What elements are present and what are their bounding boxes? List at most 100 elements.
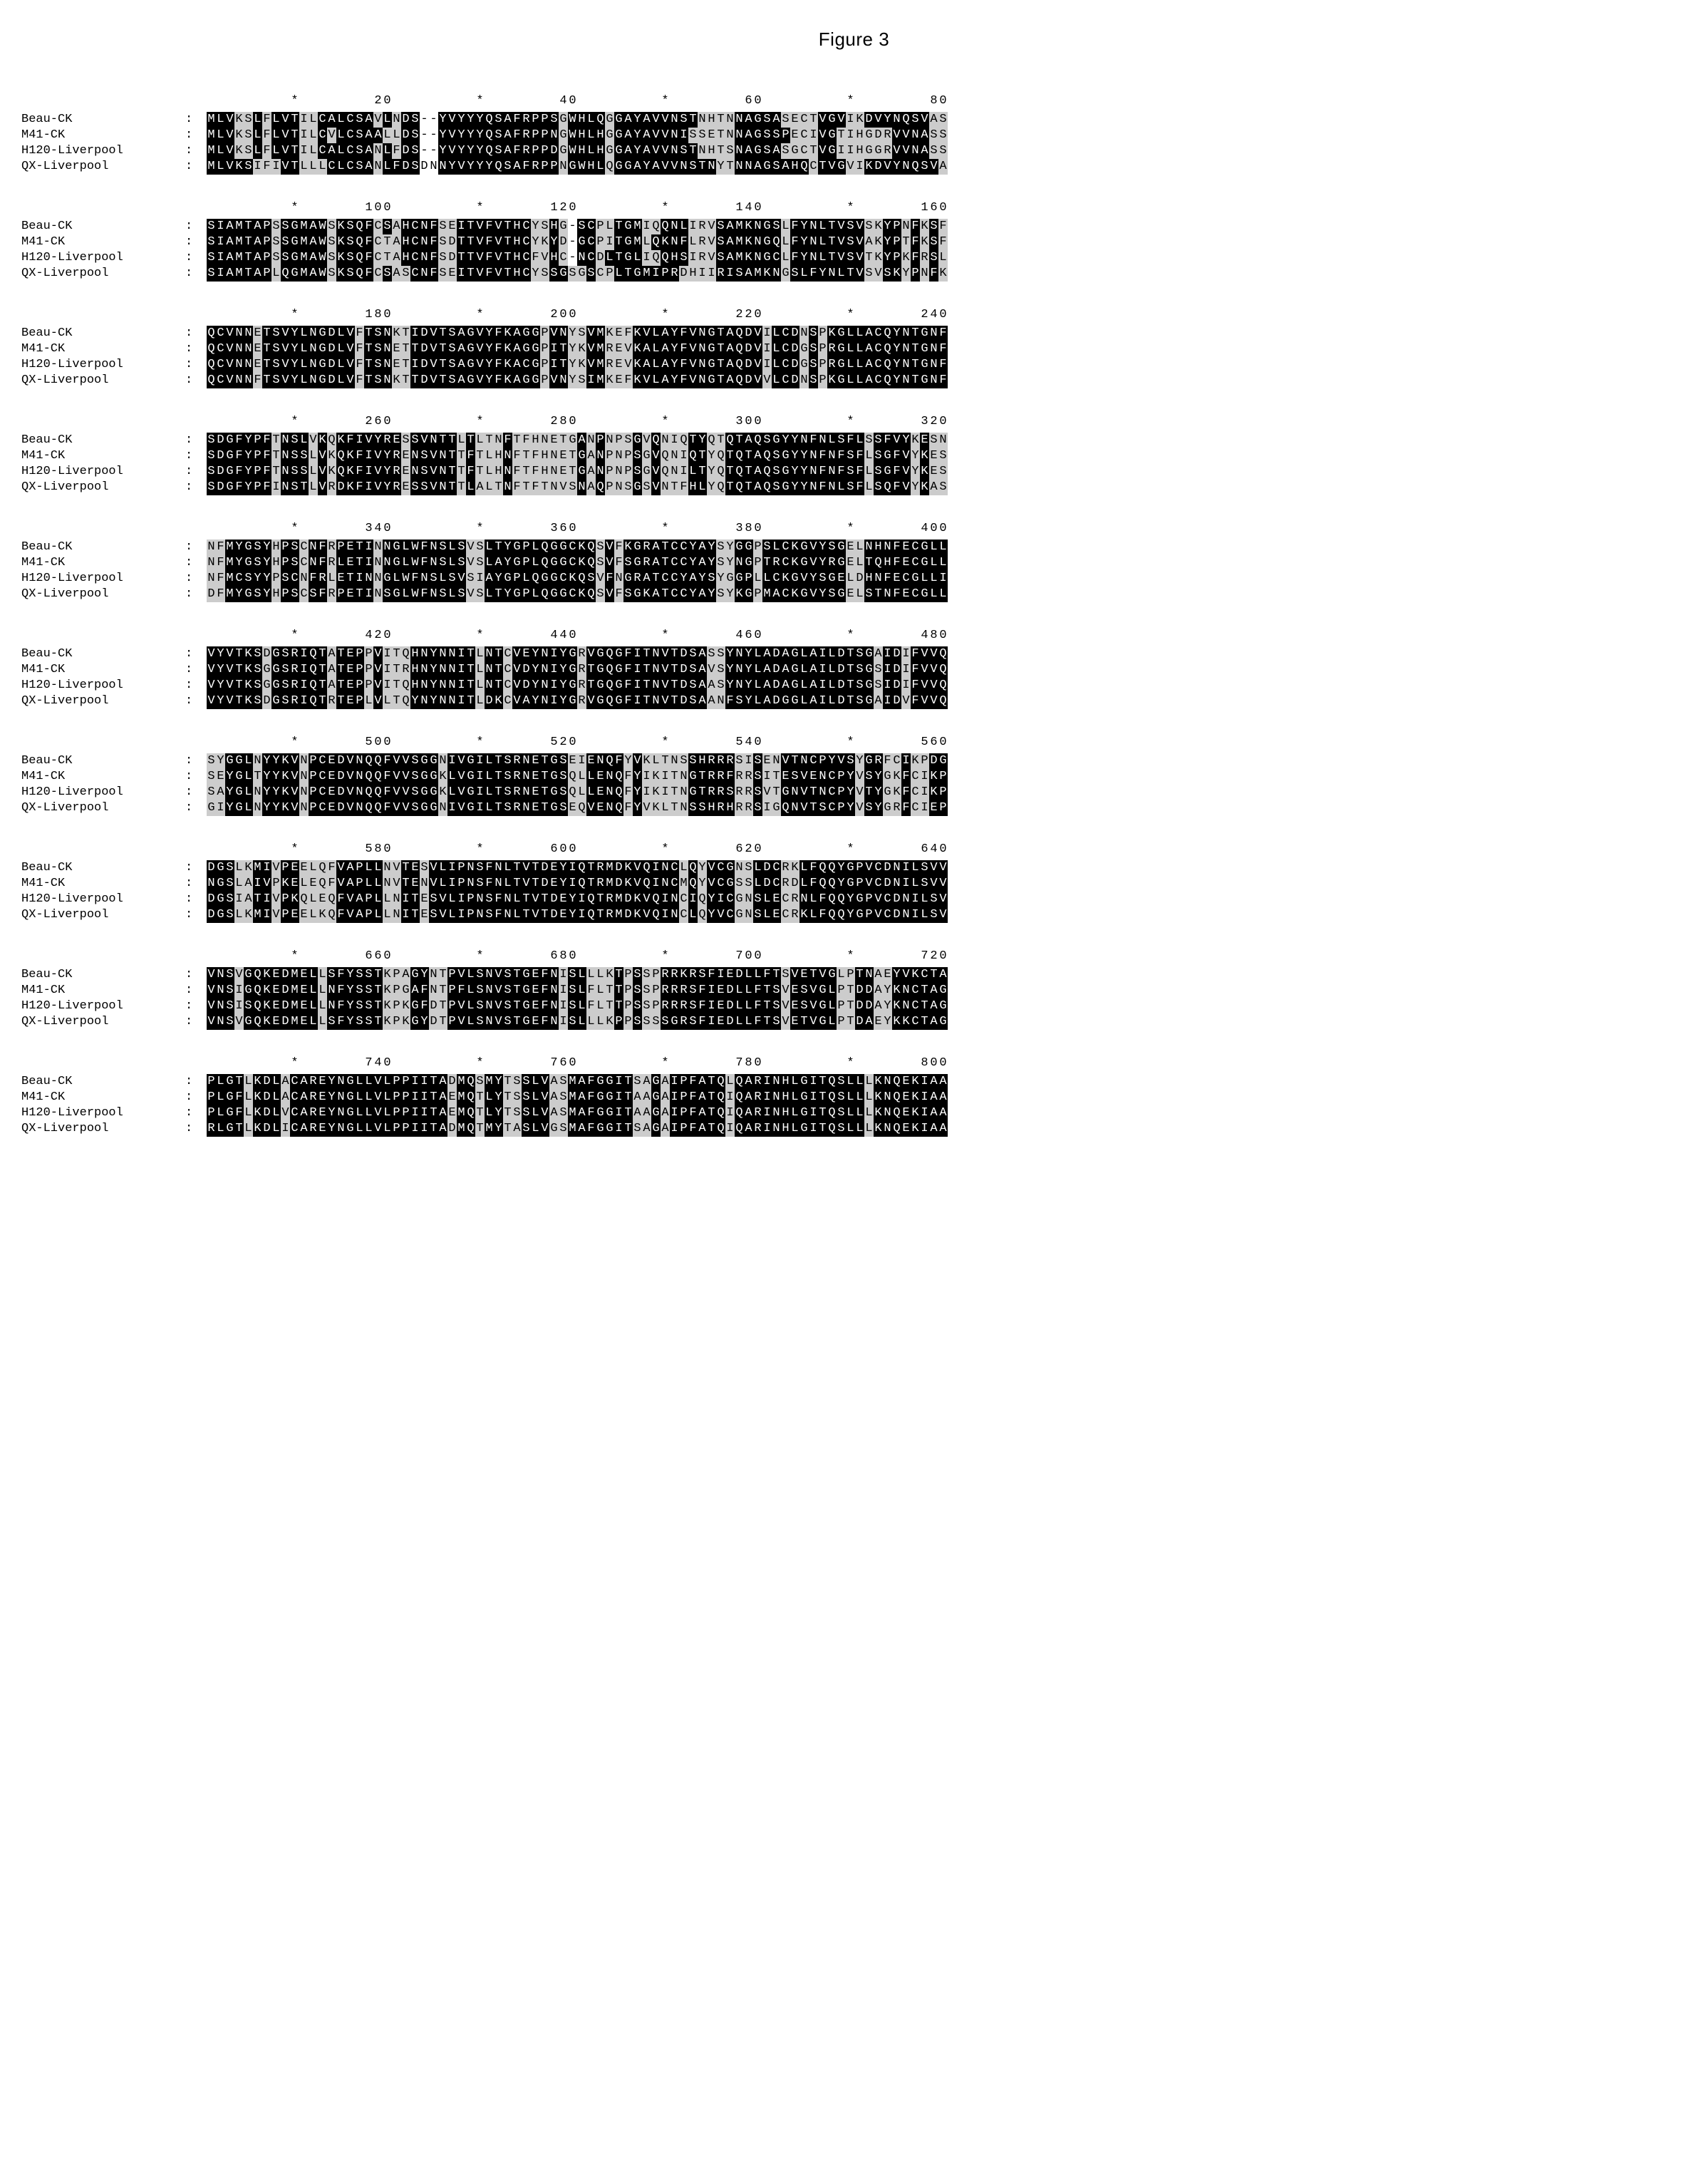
sequence-residues: PLGTLKDLACAREYNGLLVLPPIITADMQSMYTSSLVASM… — [207, 1074, 948, 1090]
sequence-colon: : — [185, 250, 207, 266]
sequence-residues: DGSIATIVPKQLEQFVAPLLNITESVLIPNSFNLTVTDEY… — [207, 892, 948, 907]
sequence-residues: VNSVGQKEDMELLSFYSSTKPKGYDTPVLSNVSTGEFNIS… — [207, 1014, 948, 1030]
sequence-row: M41-CK:QCVNNETSVYLNGDLVFTSNETTDVTSAGVYFK… — [21, 341, 1687, 357]
sequence-colon: : — [185, 159, 207, 175]
sequence-colon: : — [185, 753, 207, 769]
sequence-row: Beau-CK:DGSLKMIVPEELQFVAPLLNVTESVLIPNSFN… — [21, 860, 1687, 876]
sequence-row: H120-Liverpool:NFMCSYYPSCNFRLETINNGLWFNS… — [21, 571, 1687, 587]
sequence-colon: : — [185, 1090, 207, 1105]
sequence-label: M41-CK — [21, 662, 185, 678]
sequence-residues: NFMYGSYHPSCNFRLETINNGLWFNSLSVSLAYGPLQGGC… — [207, 555, 948, 571]
alignment-block: * 20 * 40 * 60 * 80Beau-CK:MLVKSLFLVTILC… — [21, 93, 1687, 175]
sequence-label: M41-CK — [21, 128, 185, 143]
sequence-colon: : — [185, 540, 207, 555]
sequence-colon: : — [185, 571, 207, 587]
sequence-residues: MLVKSLFLVTILCVLCSAALLDS--YVYYYQSAFRPPNGW… — [207, 128, 948, 143]
alignment-ruler: * 660 * 680 * 700 * 720 — [207, 949, 1687, 964]
sequence-colon: : — [185, 678, 207, 693]
sequence-residues: PLGFLKDLVCAREYNGLLVLPPIITAEMQTLYTSSLVASM… — [207, 1105, 948, 1121]
sequence-label: QX-Liverpool — [21, 1121, 185, 1137]
sequence-colon: : — [185, 967, 207, 983]
sequence-label: H120-Liverpool — [21, 678, 185, 693]
sequence-colon: : — [185, 892, 207, 907]
sequence-colon: : — [185, 341, 207, 357]
sequence-residues: SIAMTAPLQGMAWSKSQFCSASCNFSEITVFVTHCYSSGS… — [207, 266, 948, 282]
sequence-row: QX-Liverpool:GIYGLNYYKVNPCEDVNQQFVVSGGNI… — [21, 800, 1687, 816]
sequence-label: M41-CK — [21, 769, 185, 785]
sequence-row: QX-Liverpool:DGSLKMIVPEELKQFVAPLLNITESVL… — [21, 907, 1687, 923]
sequence-colon: : — [185, 1121, 207, 1137]
sequence-row: QX-Liverpool:QCVNNFTSVYLNGDLVFTSNKTTDVTS… — [21, 373, 1687, 388]
alignment-block: * 500 * 520 * 540 * 560Beau-CK:SYGGLNYYK… — [21, 735, 1687, 816]
alignment-block: * 100 * 120 * 140 * 160Beau-CK:SIAMTAPSS… — [21, 200, 1687, 282]
sequence-residues: VYVTKSGGSRIQTATEPPVITQHNYNNITLNTCVDYNIYG… — [207, 678, 948, 693]
alignment-ruler: * 740 * 760 * 780 * 800 — [207, 1056, 1687, 1071]
sequence-residues: DGSLKMIVPEELQFVAPLLNVTESVLIPNSFNLTVTDEYI… — [207, 860, 948, 876]
sequence-label: M41-CK — [21, 448, 185, 464]
sequence-row: M41-CK:NFMYGSYHPSCNFRLETINNGLWFNSLSVSLAY… — [21, 555, 1687, 571]
sequence-row: M41-CK:NGSLAIVPKELEQFVAPLLNVTENVLIPNSFNL… — [21, 876, 1687, 892]
sequence-colon: : — [185, 587, 207, 602]
sequence-colon: : — [185, 907, 207, 923]
sequence-row: QX-Liverpool:RLGTLKDLICAREYNGLLVLPPIITAD… — [21, 1121, 1687, 1137]
sequence-colon: : — [185, 876, 207, 892]
alignment-block: * 180 * 200 * 220 * 240 Beau-CK:QCVNNETSV… — [21, 307, 1687, 388]
sequence-row: QX-Liverpool:VYVTKSDGSRIQTRTEPLVLTQYNYNN… — [21, 693, 1687, 709]
sequence-colon: : — [185, 983, 207, 998]
sequence-label: M41-CK — [21, 555, 185, 571]
sequence-colon: : — [185, 480, 207, 495]
sequence-colon: : — [185, 1105, 207, 1121]
figure-title: Figure 3 — [21, 29, 1687, 51]
sequence-colon: : — [185, 112, 207, 128]
sequence-label: Beau-CK — [21, 326, 185, 341]
sequence-row: H120-Liverpool:VNSISQKEDMELLNFYSSTKPKGFD… — [21, 998, 1687, 1014]
alignment-container: * 20 * 40 * 60 * 80Beau-CK:MLVKSLFLVTILC… — [21, 93, 1687, 1137]
sequence-row: M41-CK:SEYGLTYYKVNPCEDVNQQFVVSGGKLVGILTS… — [21, 769, 1687, 785]
sequence-label: Beau-CK — [21, 433, 185, 448]
sequence-colon: : — [185, 693, 207, 709]
sequence-row: H120-Liverpool:MLVKSLFLVTILCALCSANLFDS--… — [21, 143, 1687, 159]
sequence-label: QX-Liverpool — [21, 800, 185, 816]
sequence-label: QX-Liverpool — [21, 266, 185, 282]
sequence-colon: : — [185, 266, 207, 282]
sequence-label: QX-Liverpool — [21, 907, 185, 923]
sequence-label: H120-Liverpool — [21, 1105, 185, 1121]
sequence-residues: SDGFYPFTNSLVKQKFIVYRESSVNTTLTLTNFTFHNETG… — [207, 433, 948, 448]
sequence-label: H120-Liverpool — [21, 785, 185, 800]
sequence-label: M41-CK — [21, 1090, 185, 1105]
sequence-label: QX-Liverpool — [21, 1014, 185, 1030]
alignment-ruler: * 340 * 360 * 380 * 400 — [207, 521, 1687, 537]
sequence-row: H120-Liverpool:SAYGLNYYKVNPCEDVNQQFVVSGG… — [21, 785, 1687, 800]
sequence-residues: NFMCSYYPSCNFRLETINNGLWFNSLSVSIAYGPLQGGCK… — [207, 571, 948, 587]
sequence-residues: PLGFLKDLACAREYNGLLVLPPIITAEMQTLYTSSLVASM… — [207, 1090, 948, 1105]
sequence-colon: : — [185, 143, 207, 159]
sequence-residues: QCVNNETSVYLNGDLVFTSNETTDVTSAGVYFKAGGPITY… — [207, 341, 948, 357]
sequence-label: Beau-CK — [21, 967, 185, 983]
sequence-colon: : — [185, 998, 207, 1014]
alignment-block: * 660 * 680 * 700 * 720Beau-CK:VNSVGQKED… — [21, 949, 1687, 1030]
sequence-row: Beau-CK:VNSVGQKEDMELLSFYSSTKPAGYNTPVLSNV… — [21, 967, 1687, 983]
sequence-row: H120-Liverpool:PLGFLKDLVCAREYNGLLVLPPIIT… — [21, 1105, 1687, 1121]
alignment-ruler: * 180 * 200 * 220 * 240 — [207, 307, 1687, 323]
alignment-block: * 340 * 360 * 380 * 400Beau-CK:NFMYGSYHP… — [21, 521, 1687, 602]
sequence-label: QX-Liverpool — [21, 587, 185, 602]
sequence-colon: : — [185, 357, 207, 373]
sequence-colon: : — [185, 662, 207, 678]
sequence-row: Beau-CK:VYVTKSDGSRIQTATEPPVITQHNYNNITLNT… — [21, 646, 1687, 662]
sequence-label: Beau-CK — [21, 1074, 185, 1090]
sequence-residues: NFMYGSYHPSCNFRPETINNGLWFNSLSVSLTYGPLQGGC… — [207, 540, 948, 555]
sequence-row: Beau-CK:SDGFYPFTNSLVKQKFIVYRESSVNTTLTLTN… — [21, 433, 1687, 448]
sequence-row: QX-Liverpool:SIAMTAPLQGMAWSKSQFCSASCNFSE… — [21, 266, 1687, 282]
sequence-residues: SDGFYPFTNSSLVKQKFIVYRENSVNTTFTLHNFTFHNET… — [207, 448, 948, 464]
sequence-label: Beau-CK — [21, 753, 185, 769]
sequence-residues: SIAMTAPSSGMAWSKSQFCTAHCNFSDTTVFVTHCFVHC-… — [207, 250, 948, 266]
sequence-residues: VNSVGQKEDMELLSFYSSTKPAGYNTPVLSNVSTGEFNIS… — [207, 967, 948, 983]
sequence-row: Beau-CK:QCVNNETSVYLNGDLVFTSNKTIDVTSAGVYF… — [21, 326, 1687, 341]
sequence-label: M41-CK — [21, 234, 185, 250]
sequence-label: Beau-CK — [21, 860, 185, 876]
sequence-row: Beau-CK:SYGGLNYYKVNPCEDVNQQFVVSGGNIVGILT… — [21, 753, 1687, 769]
sequence-residues: MLVKSIFIVTLLLCLCSANLFDSDNNYVYYYQSAFRPPNG… — [207, 159, 948, 175]
sequence-residues: DGSLKMIVPEELKQFVAPLLNITESVLIPNSFNLTVTDEY… — [207, 907, 948, 923]
sequence-row: M41-CK:MLVKSLFLVTILCVLCSAALLDS--YVYYYQSA… — [21, 128, 1687, 143]
alignment-block: * 580 * 600 * 620 * 640Beau-CK:DGSLKMIVP… — [21, 842, 1687, 923]
